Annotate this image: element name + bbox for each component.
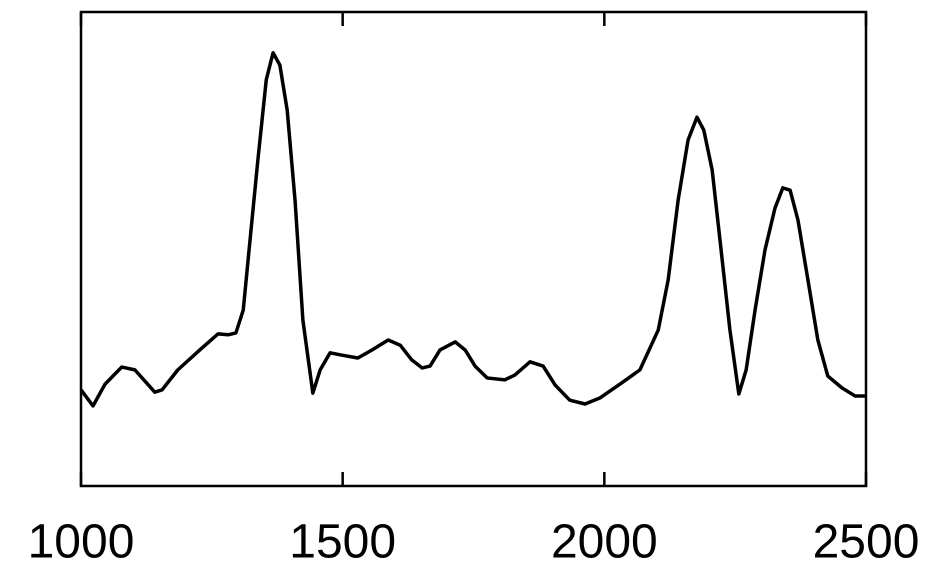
x-tick-label: 2500 (813, 516, 920, 569)
x-tick-label: 1500 (289, 516, 396, 569)
data-line (79, 51, 866, 408)
plot-frame (79, 10, 868, 488)
x-tick-label: 2000 (551, 516, 658, 569)
x-tick-label: 1000 (28, 516, 135, 569)
